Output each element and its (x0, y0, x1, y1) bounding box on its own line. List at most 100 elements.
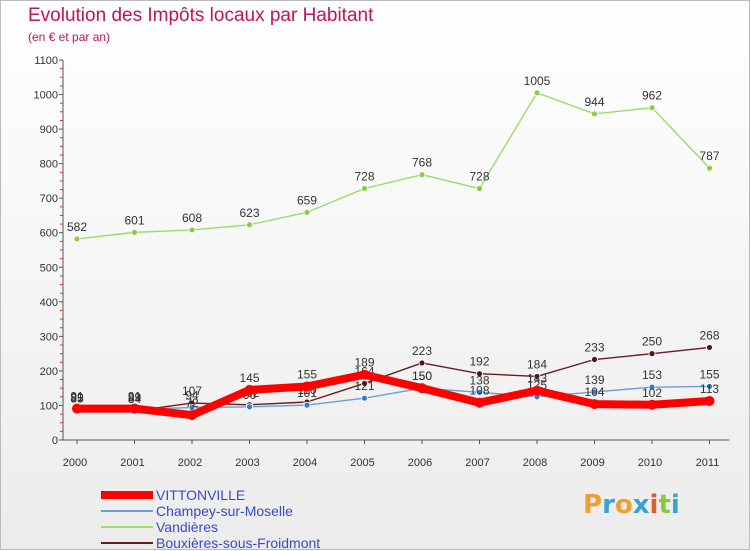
legend-swatch (101, 526, 153, 528)
data-point (647, 399, 657, 410)
data-label: 608 (182, 211, 202, 225)
legend-label: Champey-sur-Moselle (156, 503, 293, 519)
data-point (72, 403, 82, 414)
series-line-2 (76, 92, 711, 240)
y-tick-label: 400 (40, 297, 58, 309)
data-label: 72 (185, 396, 199, 410)
data-label: 582 (67, 220, 87, 234)
legend-swatch (101, 542, 153, 544)
y-tick-label: 1000 (34, 90, 58, 102)
data-label: 787 (699, 149, 719, 163)
data-label: 139 (584, 373, 604, 387)
data-point (418, 359, 426, 367)
data-point (533, 373, 541, 380)
data-label: 728 (354, 170, 374, 184)
legend-label: Vandières (156, 519, 219, 535)
data-label: 233 (584, 341, 604, 355)
data-label: 102 (642, 386, 662, 400)
data-label: 150 (412, 369, 432, 383)
data-point (648, 350, 656, 358)
data-point (361, 185, 368, 192)
data-point (476, 370, 483, 378)
data-label: 89 (128, 390, 142, 404)
data-label: 121 (354, 379, 374, 393)
data-point (706, 164, 713, 172)
y-tick-label: 600 (40, 228, 58, 240)
data-label: 184 (527, 357, 547, 371)
x-tick-label: 2006 (408, 457, 432, 469)
x-tick-label: 2009 (580, 457, 604, 469)
x-tick-label: 2005 (350, 457, 374, 469)
data-label: 728 (469, 170, 489, 184)
data-label: 155 (699, 367, 719, 381)
data-point (244, 384, 255, 395)
data-point (704, 395, 715, 406)
data-label: 1005 (524, 74, 551, 88)
data-point (131, 228, 138, 236)
y-tick-label: 100 (40, 400, 58, 412)
data-label: 189 (354, 356, 374, 370)
data-label: 84 (128, 392, 142, 406)
data-point (188, 226, 196, 234)
series-line-1 (76, 385, 711, 410)
x-tick-label: 2001 (120, 457, 144, 469)
x-tick-label: 2003 (235, 457, 259, 469)
data-label: 623 (239, 206, 259, 220)
data-point (303, 401, 311, 409)
data-point (706, 344, 713, 351)
data-point (476, 388, 483, 396)
data-point (533, 89, 541, 97)
data-label: 91 (128, 390, 142, 404)
y-tick-label: 900 (40, 124, 58, 136)
data-label: 85 (70, 392, 84, 406)
data-label: 153 (642, 368, 662, 382)
data-label: 192 (469, 355, 489, 369)
data-point (474, 397, 485, 408)
data-point (648, 104, 656, 112)
y-tick-label: 1100 (34, 55, 58, 67)
data-point (73, 235, 81, 243)
data-point (187, 410, 197, 421)
data-label: 104 (584, 385, 604, 399)
chart-title: Evolution des Impôts locaux par Habitant (28, 5, 374, 26)
data-point (706, 383, 713, 390)
x-tick-label: 2008 (523, 457, 547, 469)
data-point (417, 383, 427, 394)
x-tick-label: 2002 (178, 457, 202, 469)
data-point (359, 369, 370, 380)
data-label: 223 (412, 344, 432, 358)
data-point (303, 208, 311, 216)
data-label: 113 (700, 382, 719, 396)
data-point (648, 383, 656, 391)
y-tick-label: 700 (40, 193, 58, 205)
proxiti-logo: Proxiti (583, 490, 680, 520)
data-label: 107 (182, 384, 202, 398)
data-label: 143 (527, 372, 547, 386)
x-tick-label: 2010 (638, 457, 662, 469)
data-label: 944 (584, 95, 604, 109)
series-line-3 (76, 346, 711, 412)
legend-swatch (101, 491, 153, 499)
data-point (589, 399, 600, 410)
y-tick-label: 800 (40, 159, 58, 171)
x-tick-label: 2004 (293, 457, 317, 469)
data-point (361, 379, 368, 387)
data-label: 94 (185, 389, 199, 403)
data-point (302, 381, 312, 392)
data-label: 268 (699, 328, 719, 342)
x-tick-label: 2000 (63, 457, 87, 469)
y-tick-label: 500 (40, 262, 58, 274)
data-label: 768 (412, 156, 432, 170)
y-tick-label: 300 (40, 331, 58, 343)
chart-subtitle: (en € et par an) (28, 30, 111, 44)
data-point (246, 403, 253, 411)
data-point (418, 171, 426, 179)
data-point (591, 356, 598, 363)
data-label: 250 (642, 335, 662, 349)
data-point (532, 385, 542, 396)
data-label: 155 (297, 367, 317, 381)
x-tick-label: 2011 (696, 457, 720, 469)
data-label: 145 (239, 371, 259, 385)
data-point (129, 403, 140, 414)
